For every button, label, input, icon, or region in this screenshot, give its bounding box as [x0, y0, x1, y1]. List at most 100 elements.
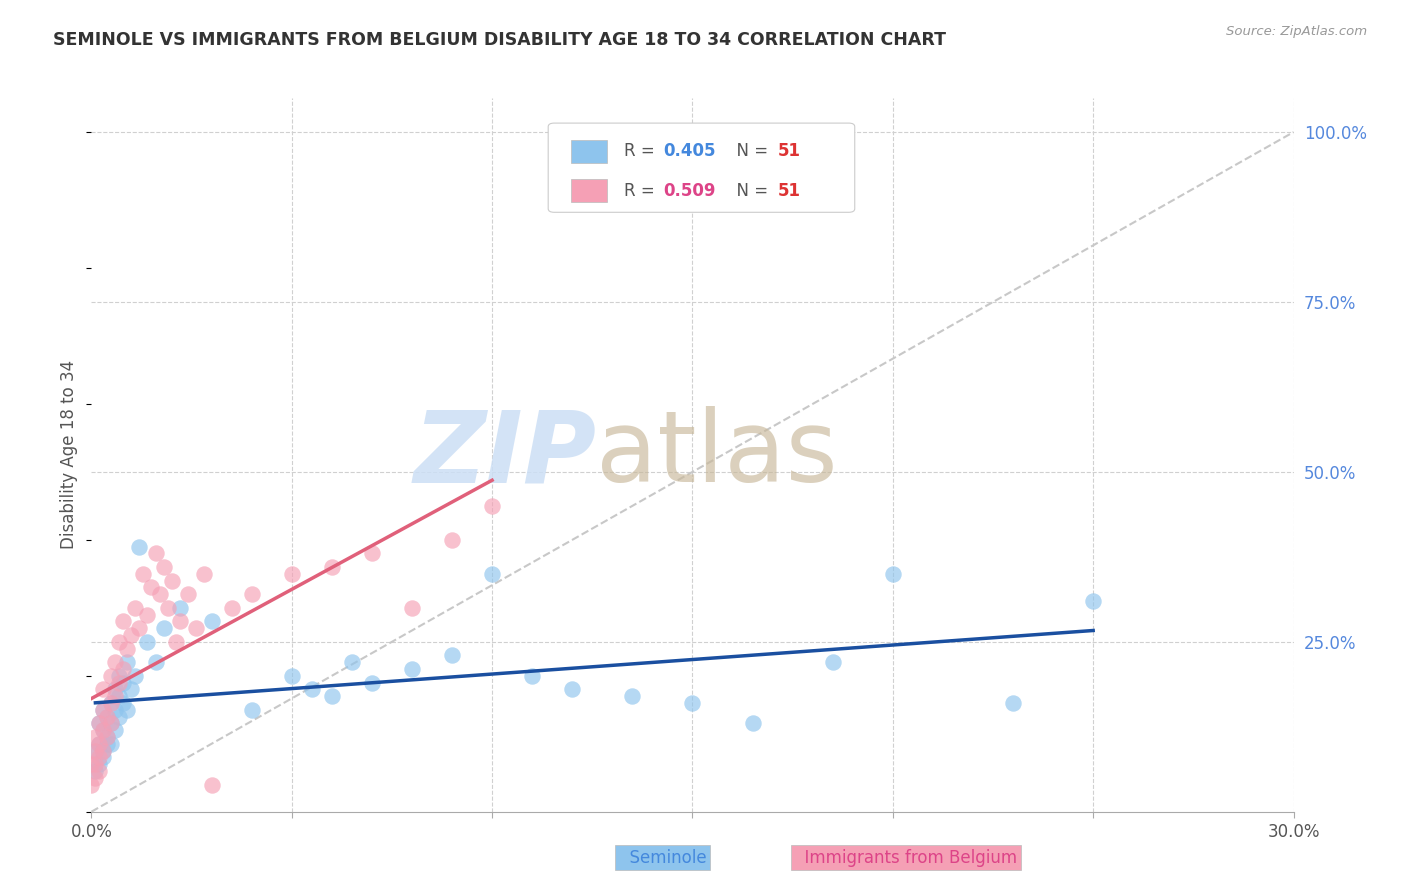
Point: [124, 669, 146, 683]
Point: [108, 669, 131, 683]
Point: [93, 723, 115, 738]
Point: [104, 655, 127, 669]
Point: [741, 716, 763, 731]
Point: [84, 771, 107, 785]
Point: [112, 696, 135, 710]
Point: [93, 750, 115, 764]
Point: [100, 669, 122, 683]
Point: [1083, 594, 1105, 608]
Text: Immigrants from Belgium: Immigrants from Belgium: [794, 848, 1018, 866]
Point: [401, 600, 423, 615]
Point: [93, 723, 115, 738]
Point: [117, 655, 139, 669]
Point: [821, 655, 844, 669]
Point: [128, 621, 150, 635]
Point: [93, 743, 115, 757]
Point: [84, 743, 107, 757]
Point: [100, 716, 122, 731]
Point: [121, 628, 143, 642]
Point: [84, 743, 107, 757]
Point: [165, 635, 187, 649]
Point: [681, 696, 703, 710]
Point: [89, 764, 111, 778]
Point: [93, 703, 115, 717]
Point: [882, 566, 904, 581]
Point: [522, 669, 544, 683]
Point: [360, 546, 382, 560]
Point: [169, 600, 191, 615]
Point: [96, 709, 118, 723]
Point: [193, 566, 215, 581]
Point: [96, 730, 118, 744]
Point: [89, 716, 111, 731]
Point: [401, 662, 423, 676]
Point: [93, 743, 115, 757]
Point: [104, 689, 127, 703]
Point: [321, 689, 343, 703]
Point: [80, 757, 103, 772]
Text: Source: ZipAtlas.com: Source: ZipAtlas.com: [1226, 25, 1367, 38]
Point: [89, 737, 111, 751]
Point: [89, 737, 111, 751]
Text: 51: 51: [778, 182, 801, 200]
Point: [160, 574, 183, 588]
Point: [100, 716, 122, 731]
Point: [84, 757, 107, 772]
Point: [221, 600, 243, 615]
Point: [621, 689, 644, 703]
Point: [89, 716, 111, 731]
Point: [440, 648, 463, 663]
Point: [89, 750, 111, 764]
Text: N =: N =: [725, 143, 773, 161]
Text: atlas: atlas: [596, 407, 838, 503]
Point: [440, 533, 463, 547]
Point: [112, 662, 135, 676]
Point: [108, 689, 131, 703]
Point: [281, 669, 304, 683]
Text: R =: R =: [624, 182, 659, 200]
Point: [117, 641, 139, 656]
Point: [104, 703, 127, 717]
Bar: [571, 140, 607, 162]
Text: 51: 51: [778, 143, 801, 161]
Point: [136, 635, 159, 649]
Point: [117, 703, 139, 717]
Text: R =: R =: [624, 143, 659, 161]
Text: 0.405: 0.405: [664, 143, 716, 161]
Point: [124, 600, 146, 615]
FancyBboxPatch shape: [548, 123, 855, 212]
Point: [93, 682, 115, 697]
Text: N =: N =: [725, 182, 773, 200]
Point: [481, 566, 503, 581]
Point: [321, 560, 343, 574]
Point: [104, 723, 127, 738]
Point: [108, 709, 131, 723]
Point: [176, 587, 198, 601]
Point: [100, 696, 122, 710]
Point: [360, 675, 382, 690]
Point: [152, 621, 174, 635]
Point: [240, 587, 263, 601]
Point: [145, 655, 167, 669]
Point: [112, 615, 135, 629]
Point: [169, 615, 191, 629]
Point: [96, 709, 118, 723]
Point: [108, 635, 131, 649]
Point: [96, 737, 118, 751]
Text: ZIP: ZIP: [413, 407, 596, 503]
Point: [84, 730, 107, 744]
Point: [148, 587, 170, 601]
Point: [340, 655, 363, 669]
Point: [1001, 696, 1024, 710]
Point: [281, 566, 304, 581]
Bar: [571, 179, 607, 202]
Point: [201, 778, 224, 792]
Point: [240, 703, 263, 717]
Point: [84, 764, 107, 778]
Point: [80, 778, 103, 792]
Point: [96, 730, 118, 744]
Point: [145, 546, 167, 560]
Point: [128, 540, 150, 554]
Point: [104, 682, 127, 697]
Point: [93, 703, 115, 717]
